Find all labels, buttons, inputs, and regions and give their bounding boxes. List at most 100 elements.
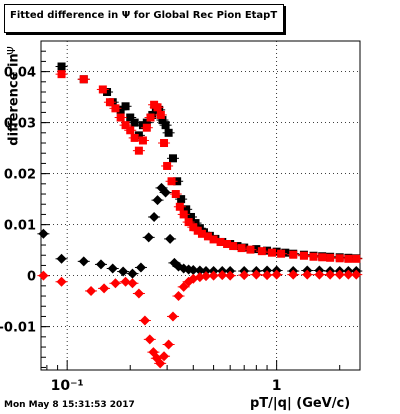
- data-point-square: [203, 232, 212, 241]
- timestamp-footer: Mon May 8 15:31:53 2017: [4, 400, 135, 410]
- data-point-square: [171, 190, 180, 199]
- data-point-square: [116, 105, 125, 114]
- data-point-diamond: [325, 269, 336, 280]
- data-point-square: [57, 70, 66, 79]
- x-tick-label: 1: [272, 378, 282, 394]
- data-point-square: [134, 131, 143, 140]
- data-point-diamond: [160, 187, 171, 198]
- data-point-diamond: [38, 270, 49, 281]
- data-point-diamond: [99, 283, 110, 294]
- data-point-diamond: [314, 269, 325, 280]
- data-point-square: [167, 177, 176, 186]
- data-point-square: [130, 118, 139, 127]
- data-point-square: [179, 210, 188, 219]
- data-point-diamond: [165, 233, 176, 244]
- data-point-square: [229, 242, 238, 251]
- data-point-square: [175, 202, 184, 211]
- data-point-diamond: [217, 270, 228, 281]
- data-point-diamond: [149, 211, 160, 222]
- x-axis-label: pT/|q| (GeV/c): [250, 396, 351, 411]
- data-point-diamond: [178, 281, 189, 292]
- data-point-diamond: [78, 256, 89, 267]
- data-point-square: [126, 113, 135, 122]
- data-point-square: [184, 218, 193, 227]
- data-point-square: [344, 254, 353, 263]
- data-point-diamond: [194, 265, 205, 276]
- data-point-diamond: [167, 311, 178, 322]
- data-point-diamond: [139, 315, 150, 326]
- data-point-square: [182, 205, 191, 214]
- data-point-diamond: [302, 269, 313, 280]
- data-point-square: [177, 195, 186, 204]
- data-point-diamond: [152, 195, 163, 206]
- data-point-diamond: [144, 334, 155, 345]
- data-point-diamond: [127, 278, 138, 289]
- data-point-diamond: [271, 269, 282, 280]
- data-point-square: [153, 103, 162, 112]
- data-point-square: [116, 113, 125, 122]
- data-point-square: [326, 253, 335, 262]
- data-point-diamond: [201, 266, 212, 277]
- data-point-diamond: [351, 269, 362, 280]
- data-point-square: [263, 246, 272, 255]
- data-point-diamond: [225, 270, 236, 281]
- data-point-square: [191, 219, 200, 228]
- data-point-diamond: [127, 268, 138, 279]
- y-tick-label: 0.02: [4, 168, 36, 183]
- y-axis-label: difference in: [6, 53, 22, 146]
- data-point-diamond: [343, 269, 354, 280]
- data-point-diamond: [239, 270, 250, 281]
- data-point-square: [281, 248, 290, 257]
- data-point-square: [267, 248, 276, 257]
- data-point-square: [189, 223, 198, 232]
- data-point-square: [142, 118, 151, 127]
- chart-title-prefix: Fitted difference in: [10, 10, 119, 21]
- data-point-diamond: [135, 262, 146, 273]
- data-point-square: [103, 88, 112, 97]
- y-tick-label: 0.03: [4, 117, 36, 132]
- data-point-square: [318, 253, 327, 262]
- data-point-square: [134, 146, 143, 155]
- data-point-square: [168, 154, 177, 163]
- data-point-square: [335, 254, 344, 263]
- y-tick-label: -0.01: [0, 321, 36, 336]
- data-point-diamond: [262, 270, 273, 281]
- data-point-diamond: [38, 228, 49, 239]
- data-point-diamond: [118, 266, 129, 277]
- data-point-square: [257, 247, 266, 256]
- data-point-diamond: [288, 269, 299, 280]
- data-point-square: [158, 116, 167, 125]
- data-point-diamond: [133, 288, 144, 299]
- data-point-diamond: [56, 276, 67, 287]
- data-point-diamond: [86, 285, 97, 296]
- data-point-diamond: [155, 358, 166, 369]
- data-point-square: [289, 250, 298, 259]
- data-point-square: [138, 136, 147, 145]
- data-point-square: [126, 126, 135, 135]
- data-point-square: [161, 121, 170, 130]
- data-point-square: [186, 212, 195, 221]
- data-point-square: [146, 113, 155, 122]
- data-point-square: [299, 251, 308, 260]
- data-point-square: [105, 98, 114, 107]
- data-point-diamond: [159, 351, 170, 362]
- data-point-diamond: [163, 339, 174, 350]
- data-point-square: [237, 244, 246, 253]
- data-point-square: [130, 133, 139, 142]
- data-point-square: [252, 245, 261, 254]
- data-point-square: [309, 252, 318, 261]
- y-tick-label: 0: [27, 270, 36, 285]
- data-point-diamond: [107, 263, 118, 274]
- chart-title-box: Fitted difference in Ψ for Global Rec Pi…: [4, 4, 284, 33]
- data-point-diamond: [188, 273, 199, 284]
- data-point-square: [98, 85, 107, 94]
- data-point-square: [352, 254, 361, 263]
- chart-title-symbol: Ψ: [121, 10, 131, 21]
- data-point-square: [246, 245, 255, 254]
- data-point-square: [209, 235, 218, 244]
- y-axis-label-symbol: Ψ: [4, 46, 18, 55]
- data-point-diamond: [143, 232, 154, 243]
- data-point-diamond: [334, 269, 345, 280]
- data-point-square: [164, 128, 173, 137]
